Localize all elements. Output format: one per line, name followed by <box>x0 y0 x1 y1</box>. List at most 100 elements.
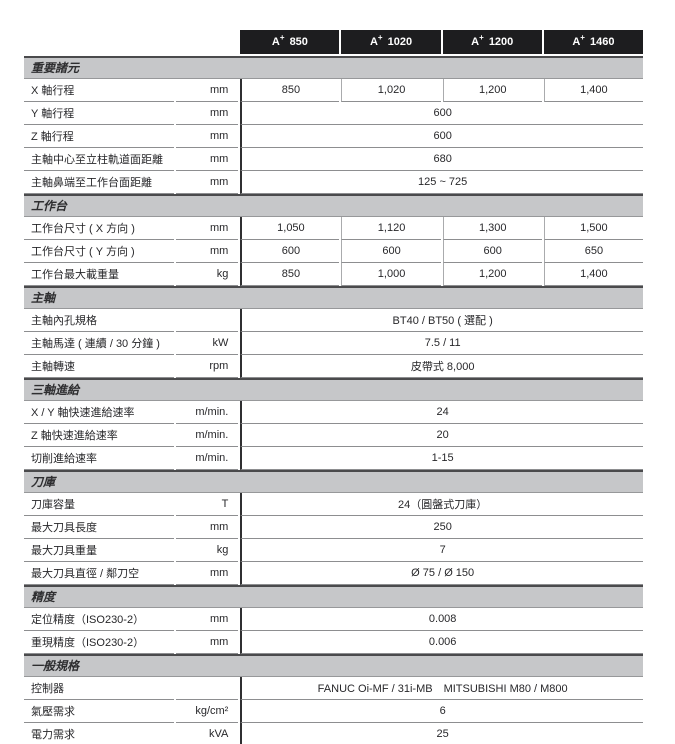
spec-unit: mm <box>176 79 239 102</box>
spec-unit: mm <box>176 125 239 148</box>
model-size: 1020 <box>387 36 413 48</box>
model-base: A <box>271 36 280 48</box>
spec-row: 切削進給速率 m/min. 1-15 <box>24 447 643 470</box>
spec-value-merged: 250 <box>240 516 643 539</box>
spec-unit: mm <box>176 102 239 125</box>
spec-value: 850 <box>240 79 340 102</box>
spec-row: 工作台尺寸 ( Y 方向 ) mm 600 600 600 650 <box>24 240 643 263</box>
spec-label: 氣壓需求 <box>24 700 175 723</box>
spec-row: 氣壓需求 kg/cm² 6 <box>24 700 643 723</box>
model-header-row: A+ 850 A+ 1020 A+ 1200 A+ 1460 <box>24 30 643 56</box>
spec-label: 定位精度（ISO230-2） <box>24 608 175 631</box>
spec-label: Y 軸行程 <box>24 102 175 125</box>
spec-table: A+ 850 A+ 1020 A+ 1200 A+ 1460 重要諸元 X 軸行程 mm 8… <box>22 30 645 744</box>
spec-row: 最大刀具長度 mm 250 <box>24 516 643 539</box>
spec-label: 控制器 <box>24 677 175 700</box>
spec-label: 主軸鼻端至工作台面距離 <box>24 171 175 194</box>
section-row: 精度 <box>24 585 643 608</box>
section-row: 刀庫 <box>24 470 643 493</box>
spec-row: Y 軸行程 mm 600 <box>24 102 643 125</box>
blank-header-cell <box>24 30 174 56</box>
spec-row: 刀庫容量 T 24（圓盤式刀庫） <box>24 493 643 516</box>
spec-value: 1,120 <box>341 217 441 240</box>
spec-value: 1,200 <box>442 79 542 102</box>
spec-value: 1,400 <box>543 79 643 102</box>
spec-value: 600 <box>341 240 441 263</box>
spec-value-merged: 1-15 <box>240 447 643 470</box>
spec-label: 重現精度（ISO230-2） <box>24 631 175 654</box>
spec-value-merged: 600 <box>240 125 643 148</box>
spec-row: 工作台最大載重量 kg 850 1,000 1,200 1,400 <box>24 263 643 286</box>
spec-unit: mm <box>176 631 239 654</box>
spec-label: 工作台尺寸 ( Y 方向 ) <box>24 240 175 263</box>
spec-value-merged: 680 <box>240 148 643 171</box>
spec-value: 1,000 <box>341 263 441 286</box>
spec-label: 刀庫容量 <box>24 493 175 516</box>
spec-value-merged: 25 <box>240 723 643 744</box>
spec-unit: kg/cm² <box>176 700 239 723</box>
spec-unit: m/min. <box>176 447 239 470</box>
spec-label: Z 軸快速進給速率 <box>24 424 175 447</box>
section-row: 三軸進給 <box>24 378 643 401</box>
spec-value: 1,300 <box>442 217 542 240</box>
spec-label: 主軸內孔規格 <box>24 309 175 332</box>
spec-label: 最大刀具重量 <box>24 539 175 562</box>
section-row: 一般規格 <box>24 654 643 677</box>
spec-value-merged: BT40 / BT50 ( 選配 ) <box>240 309 643 332</box>
spec-table-body: 重要諸元 X 軸行程 mm 850 1,020 1,200 1,400 Y 軸行程 mm 600 Z… <box>24 56 643 744</box>
spec-value: 1,020 <box>341 79 441 102</box>
blank-header-cell <box>176 30 238 56</box>
spec-row: 定位精度（ISO230-2） mm 0.008 <box>24 608 643 631</box>
model-header-1200: A+ 1200 <box>442 30 542 56</box>
model-size: 1200 <box>488 36 514 48</box>
model-sup: + <box>479 33 484 43</box>
section-title: 工作台 <box>24 194 643 217</box>
spec-value-merged: 24 <box>240 401 643 424</box>
spec-value: 850 <box>240 263 340 286</box>
spec-unit: m/min. <box>176 401 239 424</box>
spec-unit: rpm <box>176 355 239 378</box>
spec-row: 重現精度（ISO230-2） mm 0.006 <box>24 631 643 654</box>
spec-row: 主軸馬達 ( 連續 / 30 分鐘 ) kW 7.5 / 11 <box>24 332 643 355</box>
section-row: 重要諸元 <box>24 56 643 79</box>
spec-value-merged: Ø 75 / Ø 150 <box>240 562 643 585</box>
spec-value-merged: 600 <box>240 102 643 125</box>
spec-label: 主軸轉速 <box>24 355 175 378</box>
spec-value: 600 <box>442 240 542 263</box>
model-base: A <box>471 36 480 48</box>
spec-row: Z 軸行程 mm 600 <box>24 125 643 148</box>
model-header-1020: A+ 1020 <box>341 30 441 56</box>
spec-label: 最大刀具直徑 / 鄰刀空 <box>24 562 175 585</box>
section-title: 三軸進給 <box>24 378 643 401</box>
model-sup: + <box>377 33 383 43</box>
spec-unit: T <box>176 493 239 516</box>
spec-label: Z 軸行程 <box>24 125 175 148</box>
spec-unit: mm <box>176 608 239 631</box>
spec-label: X 軸行程 <box>24 79 175 102</box>
spec-value-merged: 125 ~ 725 <box>240 171 643 194</box>
spec-unit <box>176 309 239 332</box>
spec-value-merged: 7 <box>240 539 643 562</box>
model-size: 850 <box>289 36 308 48</box>
spec-label: 工作台尺寸 ( X 方向 ) <box>24 217 175 240</box>
spec-value-merged: 24（圓盤式刀庫） <box>240 493 643 516</box>
model-base: A <box>572 36 581 48</box>
spec-label: X / Y 軸快速進給速率 <box>24 401 175 424</box>
spec-unit <box>176 677 239 700</box>
spec-row: 主軸內孔規格 BT40 / BT50 ( 選配 ) <box>24 309 643 332</box>
spec-value-merged: 0.008 <box>240 608 643 631</box>
spec-row: X / Y 軸快速進給速率 m/min. 24 <box>24 401 643 424</box>
section-title: 重要諸元 <box>24 56 643 79</box>
spec-value: 1,500 <box>543 217 643 240</box>
model-header-850: A+ 850 <box>240 30 340 56</box>
spec-value: 1,050 <box>240 217 340 240</box>
spec-value: 1,200 <box>442 263 542 286</box>
model-base: A <box>369 36 378 48</box>
spec-value-merged: 0.006 <box>240 631 643 654</box>
spec-unit: mm <box>176 240 239 263</box>
spec-row: 電力需求 kVA 25 <box>24 723 643 744</box>
spec-row: Z 軸快速進給速率 m/min. 20 <box>24 424 643 447</box>
spec-unit: kW <box>176 332 239 355</box>
section-title: 刀庫 <box>24 470 643 493</box>
model-sup: + <box>279 33 285 43</box>
